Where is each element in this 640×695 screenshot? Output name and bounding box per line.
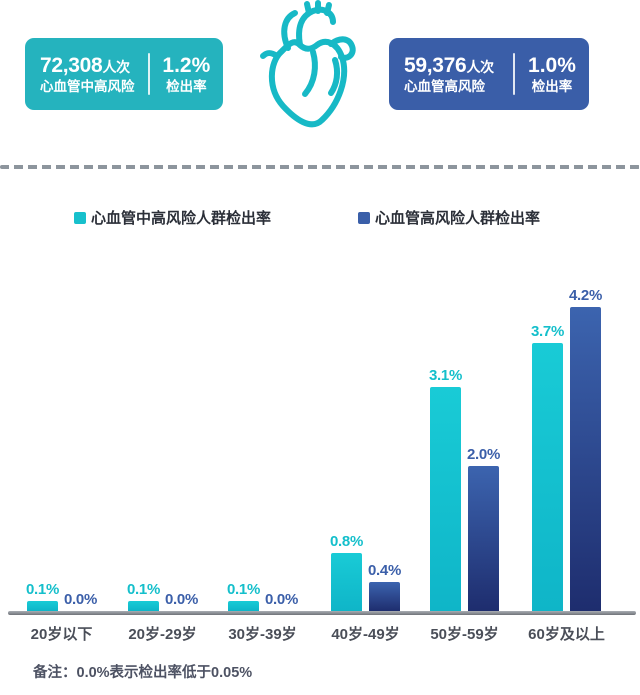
bar-value-label: 0.1% xyxy=(127,581,160,598)
stat-card-main-cell: 72,308人次 心血管中高风险 xyxy=(25,55,148,94)
divider xyxy=(512,53,515,95)
stat-card-medium-high-risk: 72,308人次 心血管中高风险 1.2% 检出率 xyxy=(25,38,223,110)
stat-rate: 1.2% xyxy=(162,53,211,77)
bar-chart: 0.1% 0.1% 0.1% 0.8% 3.1% 3.7% 0.0% 0.0% 0.0% 0.4%… xyxy=(0,240,640,652)
stat-label: 心血管高风险 xyxy=(404,78,485,94)
bar-series1-1 xyxy=(27,601,58,611)
bar-value-label: 0.4% xyxy=(368,562,401,579)
divider xyxy=(147,53,150,95)
stat-count: 59,376人次 xyxy=(404,55,513,76)
x-axis-label: 20岁-29岁 xyxy=(128,626,197,643)
bar-series1-3 xyxy=(228,601,259,611)
stat-card-rate-cell: 1.2% 检出率 xyxy=(150,55,223,94)
bar-value-label: 3.1% xyxy=(429,367,462,384)
stat-label: 心血管中高风险 xyxy=(40,78,135,94)
x-axis-label: 20岁以下 xyxy=(30,626,93,643)
stat-card-main-cell: 59,376人次 心血管高风险 xyxy=(389,55,513,94)
legend-swatch-icon xyxy=(358,211,370,224)
stat-rate-label: 检出率 xyxy=(166,78,207,94)
bar-value-label: 0.1% xyxy=(227,581,260,598)
chart-legend: 心血管中高风险人群检出率 心血管高风险人群检出率 xyxy=(0,207,640,229)
bar-value-label: 2.0% xyxy=(467,446,500,463)
bar-series1-4 xyxy=(331,553,362,611)
bar-value-label: 0.0% xyxy=(165,591,198,608)
stat-card-high-risk: 59,376人次 心血管高风险 1.0% 检出率 xyxy=(389,38,589,110)
x-axis-label: 30岁-39岁 xyxy=(228,626,297,643)
legend-swatch-icon xyxy=(74,211,86,224)
bar-value-label: 0.0% xyxy=(265,591,298,608)
legend-item: 心血管中高风险人群检出率 xyxy=(74,207,271,228)
bar-value-label: 0.8% xyxy=(330,533,363,550)
bar-series2-6 xyxy=(570,307,601,611)
anatomical-heart-icon xyxy=(243,0,373,142)
legend-label: 心血管高风险人群检出率 xyxy=(375,210,541,227)
dashed-divider xyxy=(0,165,640,169)
bar-value-label: 4.2% xyxy=(569,287,602,304)
bar-series2-5 xyxy=(468,466,499,611)
bar-value-label: 0.1% xyxy=(26,581,59,598)
bar-series1-6 xyxy=(532,343,563,611)
stat-count-unit: 人次 xyxy=(102,58,130,75)
stat-rate-label: 检出率 xyxy=(531,78,573,94)
stat-card-rate-cell: 1.0% 检出率 xyxy=(515,55,589,94)
stat-count: 72,308人次 xyxy=(40,55,148,76)
bar-series2-4 xyxy=(369,582,400,611)
x-axis-label: 60岁及以上 xyxy=(528,626,605,643)
stat-count-number: 72,308 xyxy=(40,53,103,77)
bar-value-label: 0.0% xyxy=(64,591,97,608)
stat-count-unit: 人次 xyxy=(466,58,494,75)
legend-item: 心血管高风险人群检出率 xyxy=(358,207,540,228)
x-axis-line xyxy=(8,611,636,615)
legend-label: 心血管中高风险人群检出率 xyxy=(91,210,272,227)
x-axis-label: 40岁-49岁 xyxy=(331,626,400,643)
x-axis-label: 50岁-59岁 xyxy=(430,626,499,643)
stat-count-number: 59,376 xyxy=(404,53,467,77)
bar-value-label: 3.7% xyxy=(531,323,564,340)
bar-series1-5 xyxy=(430,387,461,611)
bar-series1-2 xyxy=(128,601,159,611)
stat-rate: 1.0% xyxy=(528,53,576,77)
footnote: 备注：0.0%表示检出率低于0.05% xyxy=(33,665,253,681)
